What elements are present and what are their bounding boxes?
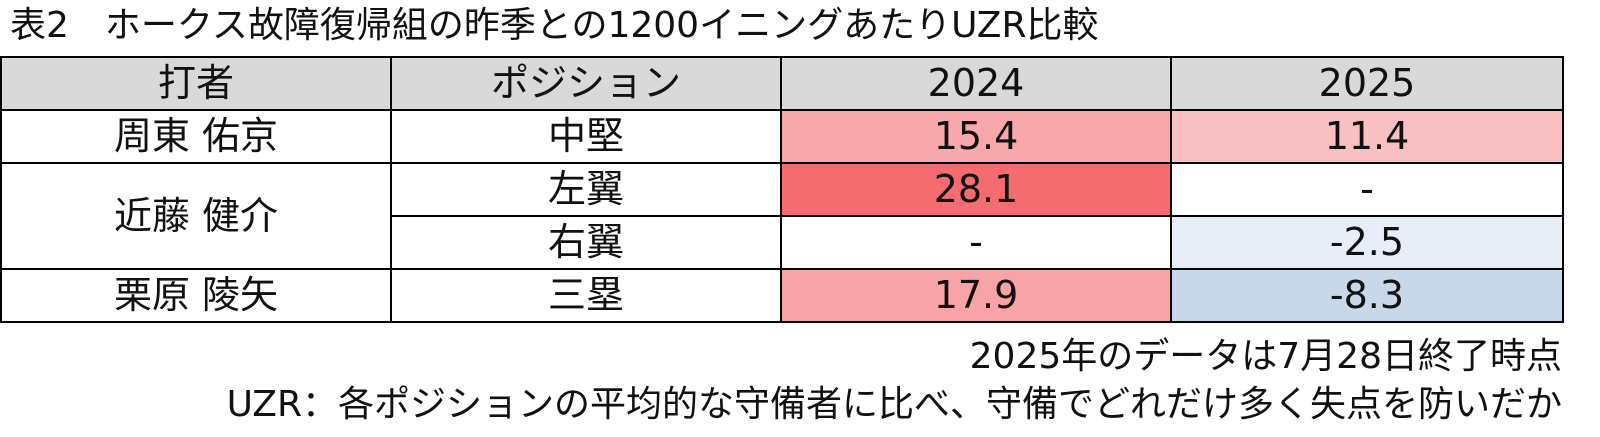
uzr-2024: - — [780, 215, 1172, 270]
uzr-2024: 15.4 — [780, 109, 1172, 164]
note: UZR：各ポジションの平均的な守備者に比べ、守備でどれだけ多く失点を防いだか — [226, 384, 1562, 425]
batter: 周東 佑京 — [0, 109, 392, 164]
batter: 近藤 健介 — [0, 162, 392, 270]
header-cell: 2025 — [1170, 56, 1564, 111]
position: 右翼 — [390, 215, 782, 270]
uzr-2025: 11.4 — [1170, 109, 1564, 164]
uzr-2025: -8.3 — [1170, 268, 1564, 323]
note: 2025年のデータは7月28日終了時点 — [969, 336, 1562, 377]
row: 右翼 - -2.5 — [1, 215, 1564, 270]
uzr-2024: 28.1 — [780, 162, 1172, 217]
title: 表2 ホークス故障復帰組の昨季との1200イニングあたりUZR比較 — [10, 5, 1099, 46]
header-cell: ポジション — [390, 56, 782, 111]
position: 左翼 — [390, 162, 782, 217]
row: 栗原 陵矢 三塁 17.9 -8.3 — [0, 268, 1564, 323]
header-row: 打者 ポジション 2024 2025 — [0, 56, 1564, 111]
batter: 栗原 陵矢 — [0, 268, 392, 323]
position: 三塁 — [390, 268, 782, 323]
row: 近藤 健介 左翼 28.1 - — [0, 162, 1564, 270]
uzr-2024: 17.9 — [780, 268, 1172, 323]
uzr-2025: - — [1170, 162, 1564, 217]
header-cell: 打者 — [0, 56, 392, 111]
row: 周東 佑京 中堅 15.4 11.4 — [0, 109, 1564, 164]
uzr-2025: -2.5 — [1170, 215, 1564, 270]
table: 打者 ポジション 2024 2025 周東 佑京 中堅 15.4 11.4 近藤… — [0, 56, 1564, 323]
position: 中堅 — [390, 109, 782, 164]
header-cell: 2024 — [780, 56, 1172, 111]
